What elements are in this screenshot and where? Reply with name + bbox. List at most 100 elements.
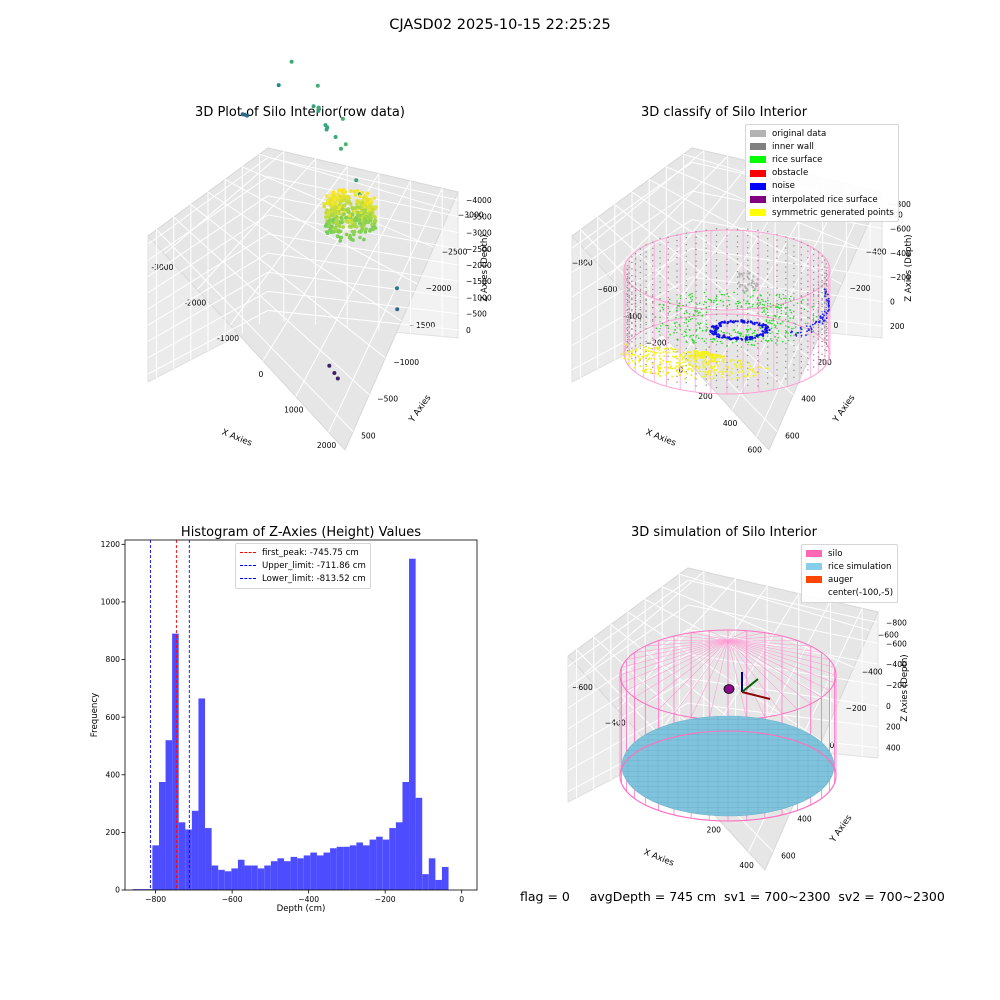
rice-surface-point [743, 299, 745, 301]
inner-wall-point [807, 269, 809, 271]
inner-wall-point [793, 357, 795, 359]
inner-wall-point [695, 318, 697, 320]
data-point [339, 146, 343, 151]
inner-wall-point [695, 253, 697, 256]
inner-wall-point [800, 265, 802, 268]
rice-surface-point [691, 340, 694, 342]
inner-wall-point [821, 359, 823, 361]
legend-item: Lower_limit: -813.52 cm [240, 572, 366, 585]
y-tick-label: −200 [846, 704, 867, 713]
histogram-bar [336, 846, 344, 890]
silo-roof-line [658, 639, 729, 710]
rice-surface-point [698, 323, 701, 326]
noise-point [761, 330, 764, 333]
inner-wall-point [631, 322, 633, 325]
surface-point [360, 190, 365, 195]
inner-wall-point [628, 332, 630, 335]
inner-wall-point [626, 323, 629, 326]
symmetric-point [702, 366, 705, 369]
histogram-bar [395, 822, 403, 890]
rice-surface-point [685, 334, 688, 337]
inner-wall-point [767, 352, 769, 354]
inner-wall-point [634, 282, 637, 284]
inner-wall-point [639, 313, 642, 315]
symmetric-point [704, 357, 707, 359]
noise-point [821, 322, 824, 325]
symmetric-point [681, 358, 684, 361]
silo-roof-line [645, 639, 729, 647]
noise-point [765, 329, 768, 332]
rice-surface-point [751, 332, 754, 335]
inner-wall-point [757, 273, 759, 275]
surface-point [360, 208, 365, 212]
inner-wall-point [652, 278, 654, 280]
inner-wall-point [776, 270, 778, 272]
inner-wall-point [800, 295, 802, 297]
symmetric-point [678, 362, 681, 365]
rice-surface-point [782, 321, 784, 323]
rice-surface-point [676, 309, 678, 312]
rice-surface-point [703, 291, 706, 294]
inner-wall-point [676, 251, 678, 253]
inner-wall-point [631, 299, 633, 301]
inner-wall-point [685, 273, 687, 275]
inner-wall-point [667, 312, 669, 314]
inner-wall-point [626, 279, 628, 281]
inner-wall-point [825, 343, 828, 345]
silo-bottom-rim [619, 730, 837, 822]
inner-wall-point [626, 265, 629, 267]
rice-surface-point [780, 298, 782, 300]
z-gridline [147, 252, 459, 326]
inner-wall-point [652, 325, 654, 327]
noise-point [820, 317, 823, 319]
x-tick-label: 0 [678, 365, 683, 374]
inner-wall-point [824, 338, 826, 340]
surface-point [339, 215, 344, 220]
inner-wall-point [705, 319, 707, 322]
inner-wall-point [825, 263, 828, 265]
rice-surface-point [703, 340, 706, 343]
inner-wall-point [645, 299, 647, 301]
inner-wall-point [812, 326, 815, 328]
symmetric-point [697, 367, 700, 370]
rice-surface-point [679, 325, 681, 327]
inner-wall-point [652, 337, 654, 339]
symmetric-point [710, 353, 713, 356]
symmetric-point [736, 377, 739, 379]
inner-wall-point [793, 304, 795, 307]
noise-point [799, 331, 802, 334]
surface-point [335, 220, 340, 224]
symmetric-point [649, 368, 652, 371]
surface-point [363, 208, 368, 212]
symmetric-point [665, 372, 668, 375]
rice-surface-point [753, 331, 755, 334]
inner-wall-point [652, 260, 654, 262]
rice-surface-point [667, 327, 670, 330]
inner-wall-point [628, 320, 630, 322]
inner-wall-point [736, 374, 739, 376]
inner-wall-point [776, 302, 778, 305]
symmetric-point [675, 355, 678, 358]
noise-point [768, 328, 771, 331]
rice-surface-point [763, 311, 765, 313]
inner-wall-point [817, 326, 820, 328]
original-data-point [747, 283, 750, 286]
symmetric-point [722, 376, 724, 379]
rice-surface-point [761, 298, 763, 301]
inner-wall-point [807, 274, 809, 276]
symmetric-point [703, 360, 705, 362]
symmetric-point [656, 364, 659, 367]
inner-wall-point [667, 301, 669, 303]
rice-surface-point [693, 314, 695, 317]
inner-wall-point [628, 312, 630, 314]
noise-point [712, 326, 715, 329]
rice-surface-point [754, 340, 757, 343]
inner-wall-point [645, 280, 647, 282]
rice-surface-point [655, 327, 658, 330]
inner-wall-point [747, 367, 749, 369]
silo-roof-line [727, 630, 747, 641]
rice-surface-point [730, 334, 732, 337]
rice-surface-point [776, 340, 779, 342]
symmetric-point [721, 372, 724, 375]
inner-wall-point [800, 278, 802, 280]
